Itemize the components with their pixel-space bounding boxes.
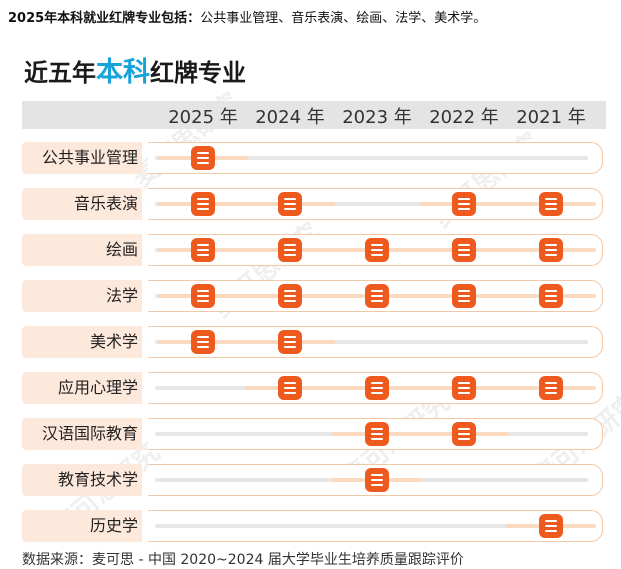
red-card-marker-icon: [539, 284, 563, 308]
red-card-marker-icon: [539, 376, 563, 400]
row-baseline: [155, 524, 588, 528]
row-baseline: [155, 340, 588, 344]
row-label: 历史学: [22, 510, 142, 542]
caption: 2025年本科就业红牌专业包括：公共事业管理、音乐表演、绘画、法学、美术学。: [8, 7, 486, 26]
row-baseline: [155, 202, 588, 206]
red-card-marker-icon: [191, 330, 215, 354]
year-header-bar: [22, 101, 606, 129]
caption-majors: 公共事业管理、音乐表演、绘画、法学、美术学。: [200, 11, 487, 26]
red-card-marker-icon: [278, 376, 302, 400]
red-card-marker-icon: [452, 192, 476, 216]
title-highlight: 本科: [96, 57, 150, 88]
row-label: 美术学: [22, 326, 142, 358]
red-card-marker-icon: [278, 192, 302, 216]
red-card-marker-icon: [365, 468, 389, 492]
year-header: 2023 年: [342, 107, 412, 128]
red-card-marker-icon: [278, 330, 302, 354]
red-card-marker-icon: [365, 376, 389, 400]
caption-lead: 2025年本科就业红牌专业包括：: [8, 11, 201, 26]
row-label: 绘画: [22, 234, 142, 266]
year-header: 2022 年: [429, 107, 499, 128]
row-label: 教育技术学: [22, 464, 142, 496]
row-label: 音乐表演: [22, 188, 142, 220]
red-card-marker-icon: [191, 238, 215, 262]
title-prefix: 近五年: [24, 59, 96, 87]
red-card-marker-icon: [539, 192, 563, 216]
red-card-marker-icon: [278, 284, 302, 308]
red-card-marker-icon: [191, 284, 215, 308]
red-card-marker-icon: [539, 238, 563, 262]
red-card-marker-icon: [539, 514, 563, 538]
chart-title: 近五年本科红牌专业: [24, 50, 246, 89]
row-label: 汉语国际教育: [22, 418, 142, 450]
red-card-marker-icon: [191, 192, 215, 216]
row-label: 法学: [22, 280, 142, 312]
red-card-marker-icon: [365, 422, 389, 446]
data-source: 数据来源：麦可思 - 中国 2020~2024 届大学毕业生培养质量跟踪评价: [22, 552, 464, 568]
red-card-marker-icon: [452, 284, 476, 308]
title-suffix: 红牌专业: [150, 59, 246, 87]
row-label: 公共事业管理: [22, 142, 142, 174]
red-card-marker-icon: [452, 238, 476, 262]
year-header: 2021 年: [516, 107, 586, 128]
red-card-marker-icon: [365, 284, 389, 308]
red-card-marker-icon: [191, 146, 215, 170]
red-card-marker-icon: [278, 238, 302, 262]
red-card-marker-icon: [452, 422, 476, 446]
row-label: 应用心理学: [22, 372, 142, 404]
year-header: 2024 年: [255, 107, 325, 128]
red-card-marker-icon: [452, 376, 476, 400]
year-header: 2025 年: [168, 107, 238, 128]
row-baseline: [155, 156, 588, 160]
red-card-marker-icon: [365, 238, 389, 262]
